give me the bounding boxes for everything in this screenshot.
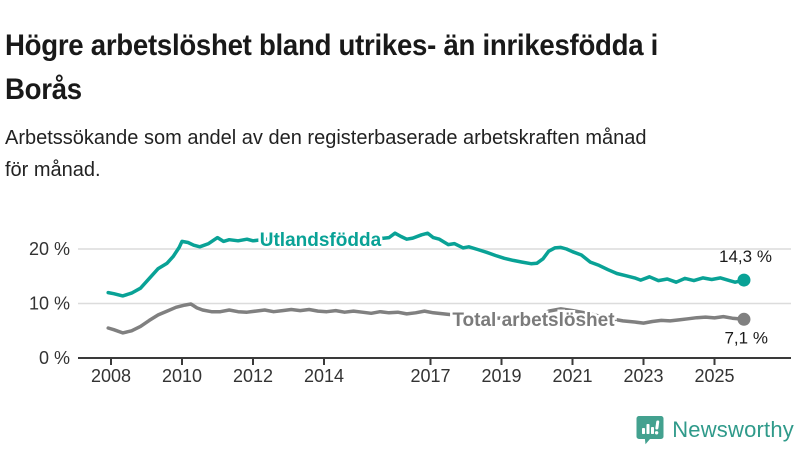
- logo-exclamation-dot: [655, 431, 659, 435]
- x-axis-label-2025: 2025: [694, 366, 734, 386]
- y-axis-label-10: 10 %: [29, 294, 70, 314]
- logo-exclamation-stem: [655, 420, 660, 430]
- end-value-label-utlandsfodda: 14,3 %: [719, 247, 772, 266]
- logo-bubble-shape: [636, 416, 664, 445]
- series-end-dot-utlandsfodda: [737, 273, 751, 287]
- series-line-utlandsfodda: [106, 231, 746, 298]
- y-axis-label-20: 20 %: [29, 239, 70, 259]
- x-axis-label-2008: 2008: [91, 366, 131, 386]
- x-axis-label-2017: 2017: [410, 366, 450, 386]
- chart-subtitle: Arbetssökande som andel av den registerb…: [5, 122, 795, 186]
- y-axis-label-0: 0 %: [39, 348, 70, 368]
- end-value-label-total: 7,1 %: [724, 328, 767, 347]
- x-axis-label-2023: 2023: [623, 366, 663, 386]
- series-label-total: Total arbetslöshet: [452, 310, 615, 331]
- logo-bar-3: [651, 427, 655, 434]
- x-axis-label-2021: 2021: [552, 366, 592, 386]
- x-axis-label-2010: 2010: [162, 366, 202, 386]
- logo-bar-1: [642, 428, 646, 434]
- x-axis-label-2014: 2014: [304, 366, 344, 386]
- chart-subtitle-line-2: för månad.: [5, 159, 101, 181]
- newsworthy-brand-link[interactable]: Newsworthy: [636, 415, 794, 445]
- series-label-utlandsfodda: Utlandsfödda: [260, 230, 382, 251]
- page-title-line-2: Borås: [5, 72, 82, 106]
- page-title: Högre arbetslöshet bland utrikes- än inr…: [5, 24, 800, 111]
- brand-name: Newsworthy: [672, 417, 794, 442]
- x-axis-label-2012: 2012: [233, 366, 273, 386]
- chart-subtitle-line-1: Arbetssökande som andel av den registerb…: [5, 127, 647, 149]
- series-end-dot-total: [737, 312, 751, 326]
- newsworthy-logo-icon: [636, 416, 664, 445]
- logo-bar-2: [646, 424, 650, 434]
- page-title-line-1: Högre arbetslöshet bland utrikes- än inr…: [5, 29, 659, 63]
- series-line-total: [106, 302, 746, 335]
- x-axis-label-2019: 2019: [481, 366, 521, 386]
